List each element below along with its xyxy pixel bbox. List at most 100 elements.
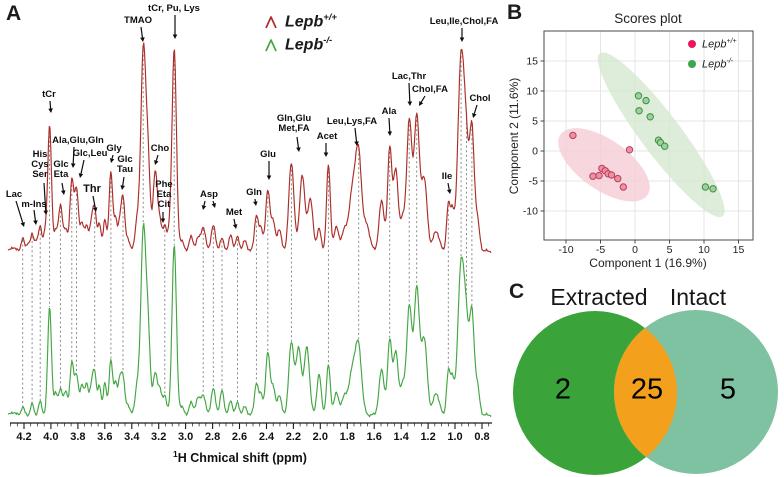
x-axis-tick-label: 2.6 bbox=[232, 431, 247, 443]
peak-label: Glc,Leu bbox=[72, 148, 108, 159]
annotation-arrow bbox=[408, 82, 411, 102]
x-axis-tick-label: 1.0 bbox=[447, 431, 462, 443]
scatter-point-wildtype bbox=[589, 172, 597, 180]
x-axis-tick-label: 2.8 bbox=[205, 431, 220, 443]
peak-label: Glc Eta bbox=[53, 159, 69, 180]
venn-count-overlap: 25 bbox=[630, 373, 664, 406]
annotation-arrow bbox=[92, 195, 96, 208]
annotation-arrow bbox=[388, 117, 391, 132]
annotation-arrowhead bbox=[201, 205, 207, 210]
venn-count-extracted-only: 2 bbox=[554, 373, 572, 406]
nmr-dashed-guides bbox=[22, 45, 473, 407]
peak-label: Ala bbox=[381, 106, 397, 117]
annotation-arrowhead bbox=[472, 113, 477, 118]
venn-set-label-intact: Intact bbox=[669, 284, 727, 310]
scores-legend-label-knockout: Lepb-/- bbox=[702, 57, 734, 71]
annotation-arrow bbox=[233, 218, 236, 225]
peak-label: Glu bbox=[260, 149, 276, 160]
annotation-arrowhead bbox=[419, 101, 424, 106]
scatter-point-knockout bbox=[635, 107, 643, 115]
green-peak-icon bbox=[265, 38, 277, 51]
scores-legend-row-wildtype: Lepb+/+ bbox=[688, 34, 737, 54]
annotation-arrow bbox=[155, 154, 159, 161]
nmr-legend: Lepb+/+ Lepb-/- bbox=[264, 10, 337, 56]
scores-legend-label-wildtype: Lepb+/+ bbox=[702, 37, 737, 51]
x-tick-label: -10 bbox=[558, 244, 573, 256]
annotation-arrowhead bbox=[78, 173, 84, 178]
annotation-arrow bbox=[33, 209, 36, 221]
annotation-arrowhead bbox=[172, 34, 178, 39]
x-axis-tick-label: 3.4 bbox=[124, 431, 140, 443]
annotation-arrowhead bbox=[253, 201, 258, 206]
plot-border bbox=[543, 30, 754, 241]
scatter-point-knockout bbox=[642, 96, 650, 105]
annotation-arrowhead bbox=[120, 185, 125, 190]
annotation-arrow bbox=[122, 176, 125, 186]
x-axis-tick-label: 1.4 bbox=[394, 431, 410, 443]
nmr-annotation-arrows bbox=[15, 15, 478, 229]
venn-overlap-lens bbox=[614, 311, 677, 474]
annotation-arrow bbox=[72, 146, 75, 164]
annotation-arrowhead bbox=[43, 210, 48, 215]
annotation-arrowhead bbox=[266, 175, 272, 180]
scatter-point-knockout bbox=[661, 142, 669, 150]
nmr-legend-label-wildtype: Lepb+/+ bbox=[285, 11, 337, 31]
annotation-arrowhead bbox=[232, 224, 238, 229]
annotation-arrow bbox=[80, 159, 85, 174]
peak-label: Leu,Ile,Chol,FA bbox=[429, 16, 499, 27]
annotation-arrow bbox=[111, 154, 114, 159]
annotation-arrowhead bbox=[92, 207, 98, 212]
scatter-point-knockout bbox=[709, 185, 717, 193]
venn-count-intact-only: 5 bbox=[719, 373, 737, 406]
x-axis-tick-label: 2.2 bbox=[286, 431, 301, 443]
annotation-arrowhead bbox=[459, 37, 465, 42]
scatter-point-wildtype bbox=[569, 131, 577, 140]
annotation-arrowhead bbox=[109, 158, 115, 163]
annotation-arrow bbox=[49, 100, 52, 109]
x-axis-tick-label: 1.8 bbox=[340, 431, 355, 443]
peak-label: Lac bbox=[5, 189, 23, 200]
annotation-arrowhead bbox=[387, 131, 392, 136]
nmr-legend-row-knockout: Lepb-/- bbox=[264, 33, 337, 56]
peak-label: Acet bbox=[316, 131, 338, 142]
annotation-arrowhead bbox=[140, 37, 145, 42]
annotation-arrow bbox=[140, 26, 143, 38]
y-tick-label: 10 bbox=[526, 86, 538, 98]
peak-label: Lac,Thr bbox=[391, 71, 427, 82]
annotation-arrowhead bbox=[446, 189, 452, 194]
scores-plot-legend: Lepb+/+ Lepb-/- bbox=[688, 34, 737, 74]
annotation-arrow bbox=[296, 136, 299, 148]
peak-label: tCr bbox=[42, 89, 56, 100]
venn-set-label-extracted: Extracted bbox=[550, 284, 648, 310]
annotation-arrow bbox=[447, 182, 450, 190]
nmr-trace-knockout bbox=[7, 222, 492, 418]
scatter-point-wildtype bbox=[619, 183, 627, 191]
scatter-point-wildtype bbox=[625, 146, 634, 154]
annotation-arrowhead bbox=[296, 147, 301, 152]
scores-plot-title: Scores plot bbox=[614, 11, 682, 26]
x-tick-label: 5 bbox=[667, 244, 673, 256]
annotation-arrow bbox=[420, 95, 426, 103]
annotation-arrowhead bbox=[70, 163, 76, 168]
annotation-arrowhead bbox=[33, 220, 38, 225]
scores-plot-x-axis-label: Component 1 (16.9%) bbox=[589, 256, 707, 270]
y-tick-label: 5 bbox=[532, 116, 538, 128]
peak-label: Met bbox=[225, 207, 243, 218]
nmr-trace-wildtype bbox=[7, 42, 492, 254]
peak-label: Leu,Lys,FA bbox=[326, 116, 378, 127]
annotation-arrowhead bbox=[20, 222, 25, 227]
scatter-point-knockout bbox=[701, 183, 710, 191]
annotation-arrowhead bbox=[154, 160, 159, 165]
annotation-arrow bbox=[203, 200, 206, 206]
annotation-arrowhead bbox=[48, 108, 53, 113]
peak-label: tCr, Pu, Lys bbox=[148, 3, 200, 14]
peak-label: Ile bbox=[441, 171, 453, 182]
nmr-traces bbox=[7, 42, 492, 418]
peak-label: Chol,FA bbox=[412, 84, 448, 95]
peak-label: Gln,Glu Met,FA bbox=[276, 113, 312, 134]
x-tick-label: -5 bbox=[596, 244, 605, 256]
peak-label: Gly bbox=[106, 143, 122, 154]
annotation-arrow bbox=[473, 104, 478, 114]
